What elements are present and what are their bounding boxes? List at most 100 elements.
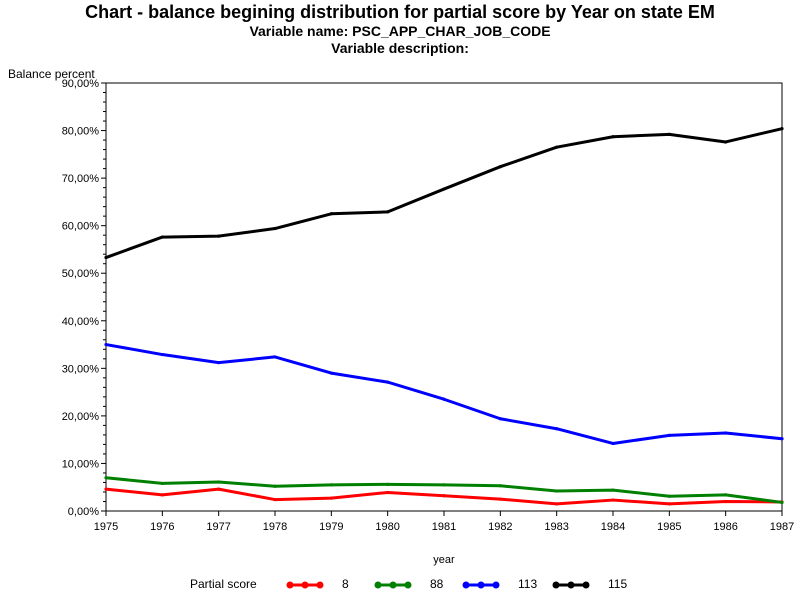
legend-label: 88 [430,577,444,591]
series-line-113 [105,343,783,445]
legend-swatch-marker [492,581,500,589]
legend: Partial score 8 88 113 115 [0,577,800,593]
series-line-115 [105,127,783,259]
data-point-113 [724,431,728,435]
data-point-88 [611,488,615,492]
y-tick-label: 80,00% [62,126,100,138]
x-tick-label: 1977 [206,521,230,533]
data-point-88 [498,484,502,488]
legend-swatch [552,581,590,589]
legend-swatch-marker [477,581,485,589]
data-point-113 [780,437,784,441]
data-point-113 [160,352,164,357]
legend-swatch-marker [389,581,397,589]
y-axis-label: Balance percent [8,67,95,81]
chart-title: Chart - balance begining distribution fo… [85,2,715,22]
y-tick-label: 90,00% [62,78,100,90]
data-point-115 [273,226,277,231]
legend-label: 8 [342,577,349,591]
data-point-88 [217,480,221,484]
data-point-8 [386,490,390,495]
legend-swatch [462,581,500,589]
x-tick-label: 1979 [319,521,343,533]
data-point-8 [498,497,502,501]
x-tick-label: 1986 [713,521,737,533]
data-point-115 [442,187,446,191]
legend-swatch-marker [582,581,590,589]
legend-swatch-marker [301,581,309,589]
plot-frame [105,82,783,512]
line-chart: 0,00% 10,00% 20,00% 30,00% 40,00% 50,00% 60,00… [62,78,795,566]
data-point-115 [724,140,728,144]
data-point-113 [217,361,221,365]
x-tick-label: 1985 [657,521,681,533]
variable-description-subtitle: Variable description: [331,40,469,56]
data-point-115 [104,255,108,260]
y-tick-label: 0,00% [68,506,99,518]
data-point-113 [555,427,559,431]
data-point-8 [160,493,164,497]
data-point-8 [104,487,108,491]
legend-swatch [286,581,324,589]
data-point-113 [442,397,446,401]
variable-name-subtitle: Variable name: PSC_APP_CHAR_JOB_CODE [249,23,551,39]
x-tick-label: 1982 [488,521,512,533]
data-point-88 [160,481,164,486]
legend-label: 115 [608,577,628,591]
data-point-113 [498,417,502,421]
data-point-88 [329,483,333,487]
data-point-113 [273,355,277,359]
data-point-88 [273,484,277,488]
y-tick-label: 60,00% [62,221,100,233]
data-point-115 [780,127,784,131]
data-point-115 [386,210,390,214]
data-point-113 [667,433,671,437]
data-point-113 [611,441,615,446]
data-point-8 [329,496,333,500]
y-tick-label: 40,00% [62,316,100,328]
legend-title: Partial score [190,577,257,591]
y-tick-label: 50,00% [62,268,100,280]
x-tick-label: 1980 [375,521,399,533]
data-point-88 [442,483,446,487]
data-point-88 [724,493,728,497]
data-point-8 [724,499,728,504]
data-point-88 [555,489,559,493]
y-tick-label: 30,00% [62,363,100,375]
data-point-115 [160,235,164,239]
x-tick-label: 1976 [150,521,174,533]
x-tick-label: 1984 [601,521,625,533]
legend-swatch-marker [552,581,560,589]
x-tick-label: 1987 [770,521,794,533]
x-tick-label: 1983 [544,521,568,533]
data-point-88 [667,494,671,498]
data-point-115 [498,165,502,169]
legend-swatch [374,581,412,589]
y-tick-label: 10,00% [62,458,100,470]
legend-swatch-marker [404,581,412,589]
data-point-115 [329,212,333,216]
x-tick-label: 1978 [263,521,287,533]
data-point-88 [386,482,390,486]
data-point-115 [667,132,671,136]
data-point-115 [611,135,615,139]
data-point-8 [667,502,671,506]
y-tick-label: 20,00% [62,411,100,423]
legend-swatch-marker [374,581,382,589]
data-point-8 [555,502,559,506]
legend-label: 113 [518,577,538,591]
x-tick-label: 1981 [432,521,456,533]
legend-swatch-marker [462,581,470,589]
data-point-8 [611,498,615,502]
data-point-113 [386,380,390,384]
data-point-88 [780,500,784,505]
data-point-113 [104,342,108,347]
data-point-115 [217,234,221,238]
data-point-113 [329,371,333,375]
data-point-115 [555,145,559,149]
x-axis-label: year [433,554,455,566]
x-tick-label: 1975 [94,521,118,533]
legend-swatch-marker [286,581,294,589]
legend-swatch-marker [316,581,324,589]
